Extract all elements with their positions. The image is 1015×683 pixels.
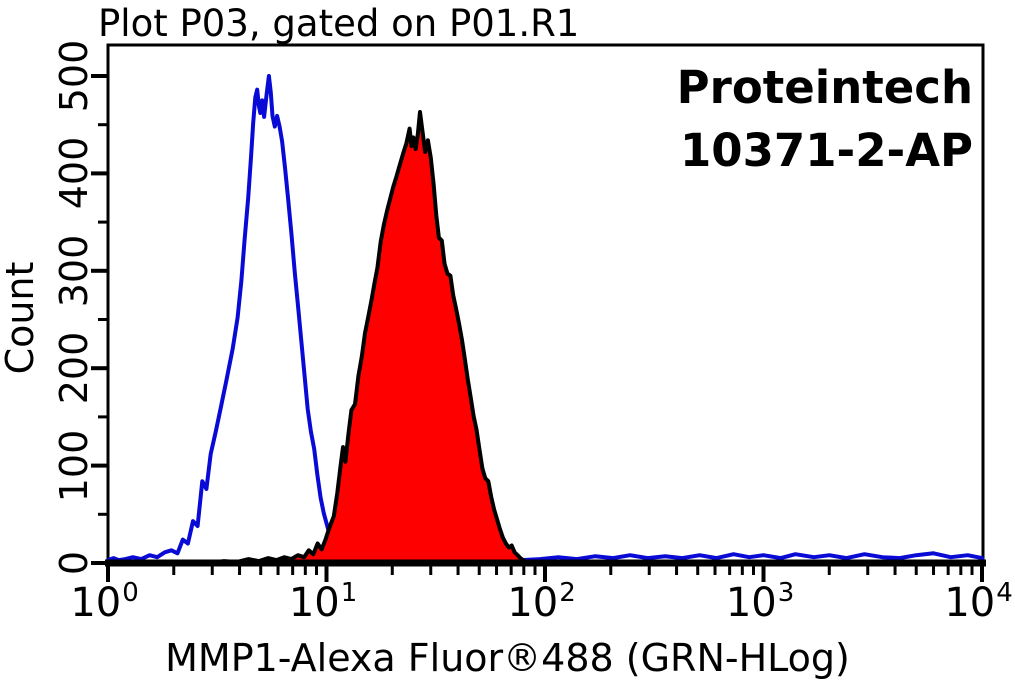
watermark-brand: Proteintech: [676, 61, 973, 114]
watermark-catalog-number: 10371-2-AP: [679, 124, 973, 177]
x-tick-exponent: 4: [996, 578, 1013, 608]
x-tick-label: 101: [288, 578, 358, 626]
y-tick-label: 500: [52, 39, 96, 113]
antibody-watermark: Proteintech 10371-2-AP: [677, 56, 973, 182]
control-histogram-curve: [106, 74, 984, 564]
x-axis-title: MMP1-Alexa Fluor®488 (GRN-HLog): [165, 636, 850, 680]
x-tick-label: 100: [70, 578, 139, 626]
x-tick-label: 103: [725, 578, 795, 626]
x-tick-base: 10: [288, 580, 340, 626]
y-tick-label: 400: [52, 137, 96, 210]
plot-title: Plot P03, gated on P01.R1: [98, 2, 580, 45]
y-tick-label: 0: [52, 550, 96, 576]
y-tick-label: 200: [52, 331, 96, 405]
y-tick-label: 300: [52, 234, 96, 308]
x-tick-exponent: 0: [122, 578, 139, 608]
x-tick-exponent: 2: [559, 578, 576, 608]
x-tick-label: 102: [507, 578, 576, 626]
x-tick-base: 10: [725, 580, 777, 626]
sample-histogram-outline: [106, 110, 984, 565]
x-tick-exponent: 3: [777, 578, 795, 608]
x-tick-base: 10: [70, 580, 122, 626]
y-tick-label: 100: [52, 429, 96, 502]
x-tick-base: 10: [944, 580, 996, 626]
x-tick-base: 10: [507, 580, 559, 626]
x-tick-exponent: 1: [340, 578, 358, 608]
x-tick-label: 104: [944, 578, 1013, 626]
